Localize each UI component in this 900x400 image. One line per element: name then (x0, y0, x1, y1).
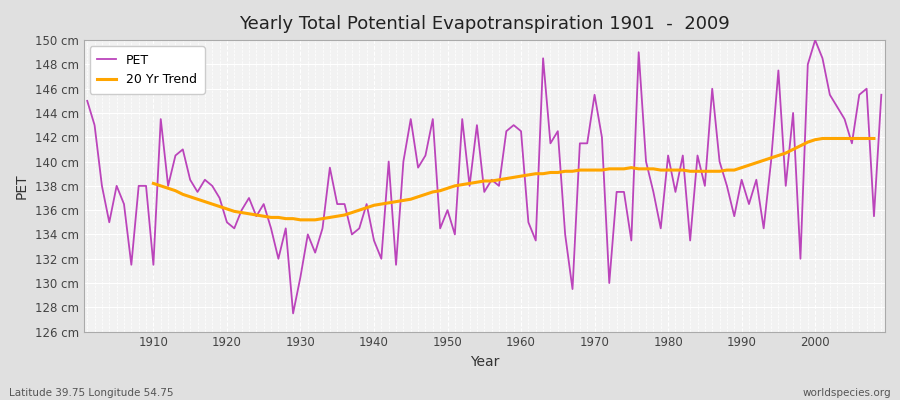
Line: 20 Yr Trend: 20 Yr Trend (153, 138, 874, 220)
20 Yr Trend (817, 136, 828, 141)
Legend: PET, 20 Yr Trend: PET, 20 Yr Trend (90, 46, 204, 94)
20 Yr Trend (376, 202, 387, 206)
PET (82, 98, 93, 103)
PET (523, 220, 534, 225)
PET (810, 38, 821, 42)
Text: worldspecies.org: worldspecies.org (803, 388, 891, 398)
20 Yr Trend (537, 171, 548, 176)
20 Yr Trend (325, 215, 336, 220)
PET (288, 311, 299, 316)
PET (310, 250, 320, 255)
PET (140, 184, 151, 188)
20 Yr Trend (346, 210, 357, 215)
PET (611, 190, 622, 194)
20 Yr Trend (295, 218, 306, 222)
Title: Yearly Total Potential Evapotranspiration 1901  -  2009: Yearly Total Potential Evapotranspiratio… (238, 15, 730, 33)
Text: Latitude 39.75 Longitude 54.75: Latitude 39.75 Longitude 54.75 (9, 388, 174, 398)
X-axis label: Year: Year (470, 355, 499, 369)
Line: PET: PET (87, 40, 881, 313)
Y-axis label: PET: PET (15, 173, 29, 199)
20 Yr Trend (516, 174, 526, 178)
PET (876, 92, 886, 97)
20 Yr Trend (148, 181, 158, 186)
PET (516, 129, 526, 134)
20 Yr Trend (868, 136, 879, 141)
PET (354, 226, 364, 231)
20 Yr Trend (722, 168, 733, 172)
